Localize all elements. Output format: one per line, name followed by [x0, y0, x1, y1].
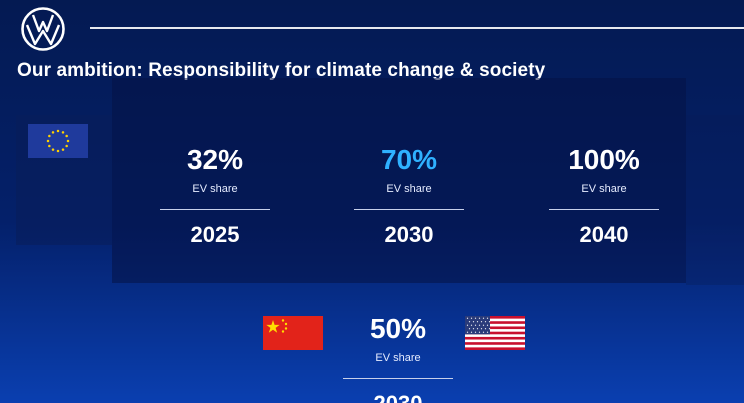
eu-flag-icon [28, 124, 88, 158]
target-year: 2030 [318, 391, 478, 403]
ev-share-label: EV share [192, 183, 238, 195]
targets-panel [112, 78, 686, 283]
usa-flag-icon [465, 316, 525, 350]
ev-share-label: EV share [375, 352, 421, 364]
vw-logo-icon [21, 7, 65, 51]
background-panel [686, 115, 744, 285]
ev-target-2025: 32% EV share 2025 [135, 144, 295, 248]
ev-share-value: 70% [380, 144, 438, 175]
page-title: Our ambition: Responsibility for climate… [17, 60, 546, 81]
ev-target-china-us: 50% EV share 2030 [318, 313, 478, 403]
ev-share-value: 50% [369, 313, 427, 344]
target-year: 2040 [579, 222, 629, 247]
target-divider [160, 209, 270, 210]
ev-share-value: 32% [186, 144, 244, 175]
header-divider [90, 27, 744, 29]
target-divider [343, 378, 453, 379]
ev-target-2040: 100% EV share 2040 [524, 144, 684, 248]
target-divider [354, 209, 464, 210]
ev-share-label: EV share [581, 183, 627, 195]
ev-share-value: 100% [568, 144, 640, 175]
target-year: 2025 [190, 222, 240, 247]
china-flag-icon [263, 316, 323, 350]
ev-share-label: EV share [386, 183, 432, 195]
ev-target-2030: 70% EV share 2030 [329, 144, 489, 248]
target-divider [549, 209, 659, 210]
target-year: 2030 [384, 222, 434, 247]
